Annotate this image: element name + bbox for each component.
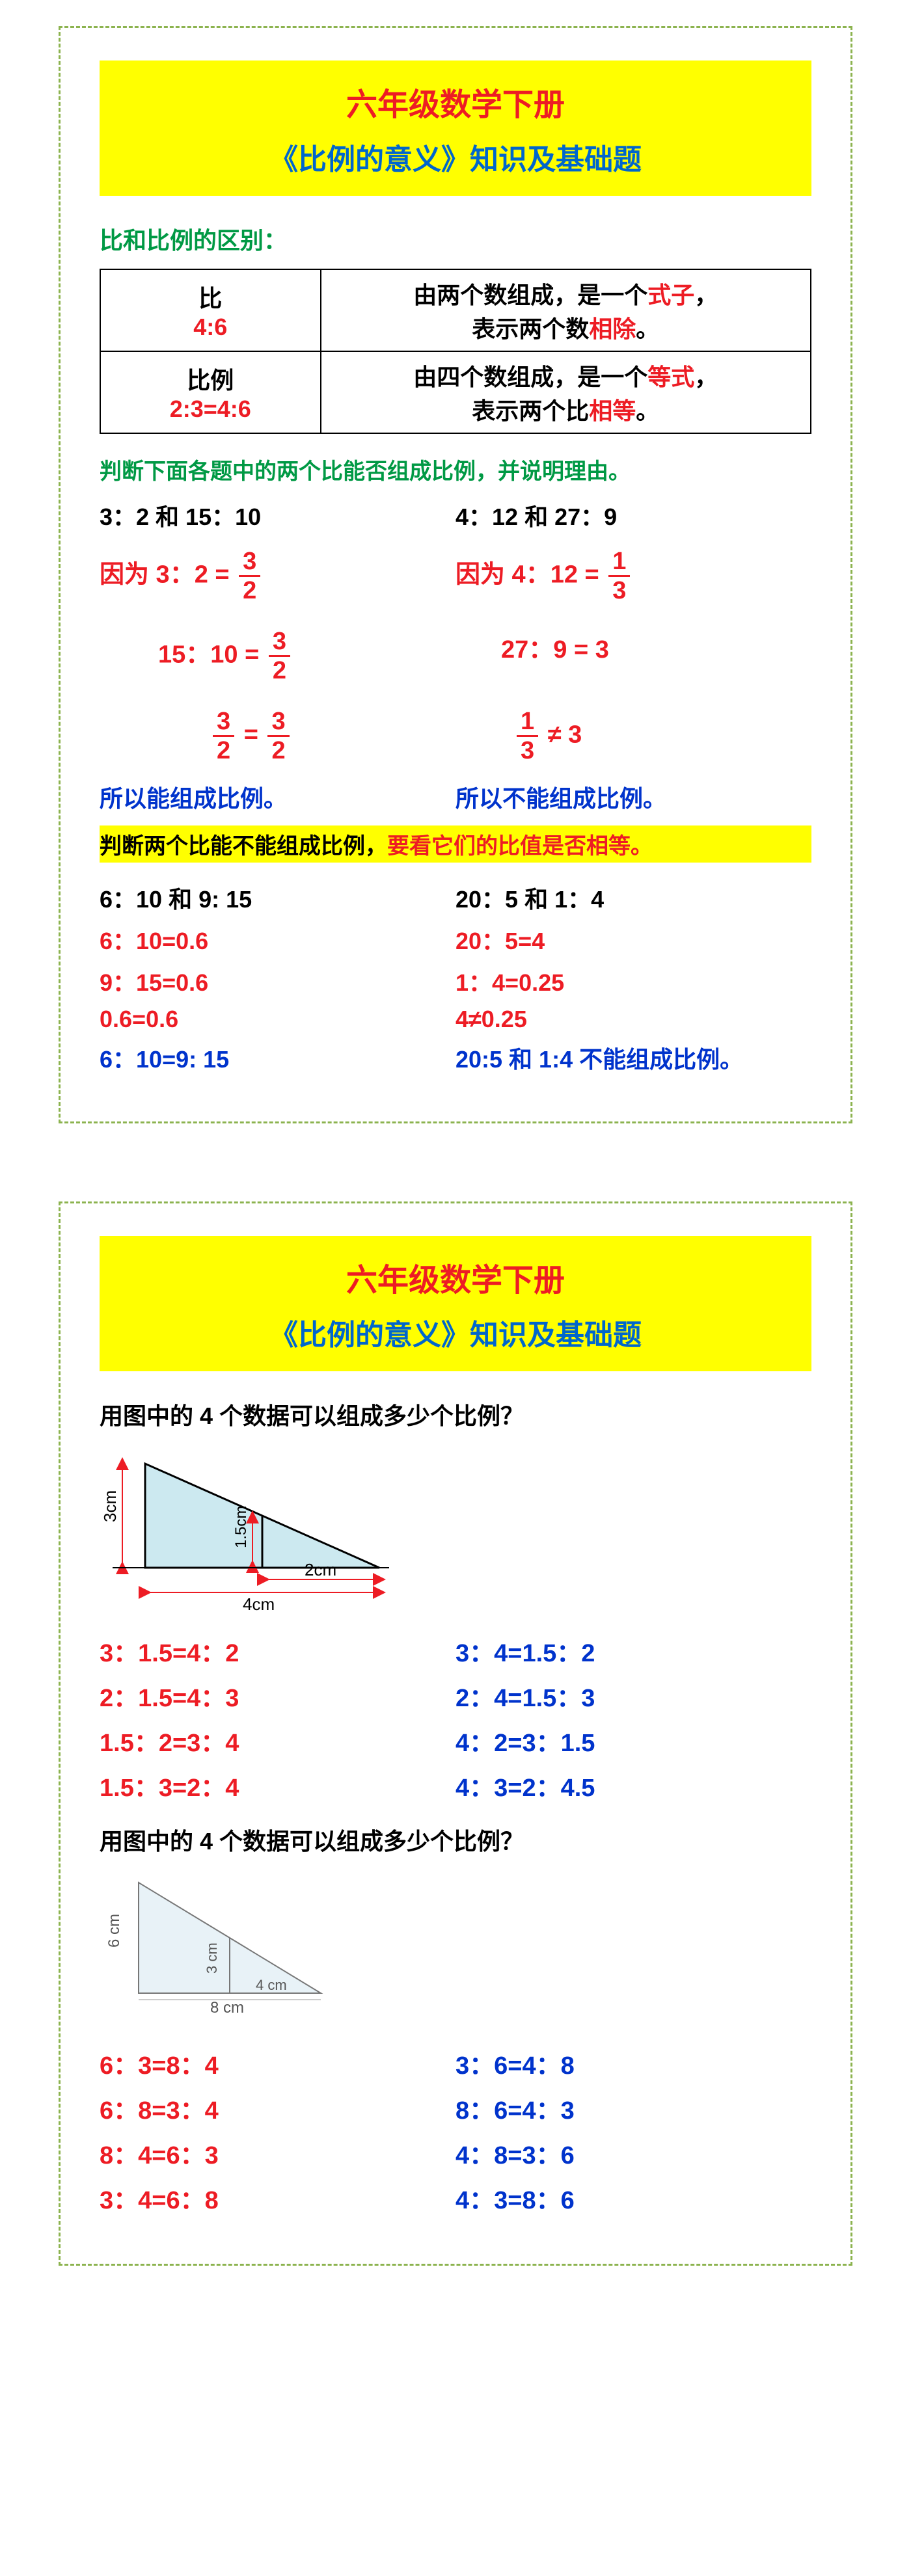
- conclusion-b: 所以不能组成比例。: [456, 780, 811, 814]
- answer-right: 4：2=3：1.5: [456, 1723, 811, 1758]
- problem-a: 3：2 和 15：10: [100, 498, 456, 532]
- answer-right: 3：4=1.5：2: [456, 1633, 811, 1669]
- work-row: 6：10=0.6 20：5=4: [100, 922, 811, 956]
- question-heading: 用图中的 4 个数据可以组成多少个比例？: [100, 1823, 811, 1857]
- conclusion-row: 所以能组成比例。 所以不能组成比例。: [100, 780, 811, 814]
- answer-right: 8：6=4：3: [456, 2090, 811, 2126]
- answer-left: 3：4=6：8: [100, 2180, 456, 2216]
- dim-label: 3 cm: [204, 1942, 220, 1974]
- title-line-1: 六年级数学下册: [113, 79, 798, 124]
- card-2: 六年级数学下册 《比例的意义》知识及基础题 用图中的 4 个数据可以组成多少个比…: [59, 1201, 852, 2266]
- conclusion-a: 6：10=9: 15: [100, 1041, 456, 1075]
- work-b: 因为 4：12 = 13: [456, 549, 811, 603]
- highlight-rule: 判断两个比能不能组成比例，要看它们的比值是否相等。: [100, 825, 811, 863]
- cell-line: 表示两个数相除。: [331, 310, 801, 344]
- answer-pairs-2: 6：3=8：43：6=4：86：8=3：48：6=4：38：4=6：34：8=3…: [100, 2045, 811, 2216]
- dim-label: 1.5cm: [232, 1506, 250, 1548]
- table-cell: 比 4:6: [100, 269, 321, 351]
- answer-left: 3：1.5=4：2: [100, 1633, 456, 1669]
- answer-left: 1.5：3=2：4: [100, 1767, 456, 1803]
- dim-label: 4 cm: [256, 1977, 287, 1993]
- answer-row: 6：8=3：48：6=4：3: [100, 2090, 811, 2126]
- title-line-1: 六年级数学下册: [113, 1254, 798, 1300]
- work-a: 因为 3：2 = 32: [100, 549, 456, 603]
- triangle-figure-2: 6 cm 3 cm 4 cm 8 cm: [100, 1876, 811, 2026]
- work-row: 0.6=0.6 4≠0.25: [100, 1006, 811, 1033]
- answer-right: 4：8=3：6: [456, 2135, 811, 2171]
- work-a: 32 = 32: [100, 709, 456, 763]
- work-b: 20：5=4: [456, 922, 811, 956]
- work-a: 15：10 = 32: [100, 629, 456, 683]
- answer-left: 6：3=8：4: [100, 2045, 456, 2081]
- work-row: 9：15=0.6 1：4=0.25: [100, 964, 811, 998]
- cell-value: 2:3=4:6: [110, 396, 311, 423]
- answer-pairs-1: 3：1.5=4：23：4=1.5：22：1.5=4：32：4=1.5：31.5：…: [100, 1633, 811, 1803]
- cell-line: 由两个数组成，是一个式子，: [331, 276, 801, 310]
- judge-heading: 判断下面各题中的两个比能否组成比例，并说明理由。: [100, 453, 811, 485]
- conclusion-a: 所以能组成比例。: [100, 780, 456, 814]
- work-b: 27：9 = 3: [456, 629, 811, 683]
- dim-label: 3cm: [100, 1490, 120, 1522]
- dim-label: 8 cm: [210, 1999, 244, 2017]
- triangle-figure-1: 3cm 1.5cm 4cm 2cm: [100, 1451, 811, 1613]
- answer-row: 1.5：2=3：44：2=3：1.5: [100, 1723, 811, 1758]
- comparison-table: 比 4:6 由两个数组成，是一个式子， 表示两个数相除。 比例 2:3=4:6 …: [100, 269, 811, 434]
- dim-label: 6 cm: [105, 1914, 123, 1948]
- answer-left: 6：8=3：4: [100, 2090, 456, 2126]
- answer-row: 8：4=6：34：8=3：6: [100, 2135, 811, 2171]
- cell-label: 比: [110, 280, 311, 314]
- dim-label: 2cm: [305, 1560, 336, 1579]
- cell-value: 4:6: [110, 314, 311, 341]
- work-a: 0.6=0.6: [100, 1006, 456, 1033]
- answer-row: 1.5：3=2：44：3=2：4.5: [100, 1767, 811, 1803]
- table-cell: 由四个数组成，是一个等式， 表示两个比相等。: [321, 351, 811, 433]
- cell-label: 比例: [110, 362, 311, 396]
- work-row: 32 = 32 13 ≠ 3: [100, 700, 811, 772]
- work-a: 9：15=0.6: [100, 964, 456, 998]
- answer-row: 3：4=6：84：3=8：6: [100, 2180, 811, 2216]
- question-heading: 用图中的 4 个数据可以组成多少个比例？: [100, 1397, 811, 1431]
- card-1: 六年级数学下册 《比例的意义》知识及基础题 比和比例的区别： 比 4:6 由两个…: [59, 26, 852, 1123]
- conclusion-b: 20:5 和 1:4 不能组成比例。: [456, 1041, 811, 1075]
- title-block: 六年级数学下册 《比例的意义》知识及基础题: [100, 60, 811, 196]
- work-row: 因为 3：2 = 32 因为 4：12 = 13: [100, 540, 811, 612]
- answer-row: 6：3=8：43：6=4：8: [100, 2045, 811, 2081]
- title-line-2: 《比例的意义》知识及基础题: [113, 136, 798, 178]
- answer-right: 2：4=1.5：3: [456, 1678, 811, 1713]
- answer-row: 3：1.5=4：23：4=1.5：2: [100, 1633, 811, 1669]
- answer-right: 4：3=2：4.5: [456, 1767, 811, 1803]
- work-row: 15：10 = 32 27：9 = 3: [100, 620, 811, 692]
- answer-right: 4：3=8：6: [456, 2180, 811, 2216]
- answer-left: 8：4=6：3: [100, 2135, 456, 2171]
- answer-row: 2：1.5=4：32：4=1.5：3: [100, 1678, 811, 1713]
- problem-b: 4：12 和 27：9: [456, 498, 811, 532]
- title-block: 六年级数学下册 《比例的意义》知识及基础题: [100, 1236, 811, 1371]
- answer-right: 3：6=4：8: [456, 2045, 811, 2081]
- work-a: 6：10=0.6: [100, 922, 456, 956]
- cell-line: 由四个数组成，是一个等式，: [331, 358, 801, 392]
- problem-row: 3：2 和 15：10 4：12 和 27：9: [100, 498, 811, 532]
- work-b: 1：4=0.25: [456, 964, 811, 998]
- problem-b: 20：5 和 1：4: [456, 881, 811, 915]
- cell-line: 表示两个比相等。: [331, 392, 801, 426]
- dim-label: 4cm: [243, 1594, 275, 1613]
- conclusion-row: 6：10=9: 15 20:5 和 1:4 不能组成比例。: [100, 1041, 811, 1075]
- problem-row: 6：10 和 9: 15 20：5 和 1：4: [100, 881, 811, 915]
- problem-a: 6：10 和 9: 15: [100, 881, 456, 915]
- answer-left: 1.5：2=3：4: [100, 1723, 456, 1758]
- title-line-2: 《比例的意义》知识及基础题: [113, 1311, 798, 1353]
- section-heading-difference: 比和比例的区别：: [100, 222, 811, 256]
- work-b: 13 ≠ 3: [456, 709, 811, 763]
- table-cell: 由两个数组成，是一个式子， 表示两个数相除。: [321, 269, 811, 351]
- answer-left: 2：1.5=4：3: [100, 1678, 456, 1713]
- table-cell: 比例 2:3=4:6: [100, 351, 321, 433]
- work-b: 4≠0.25: [456, 1006, 811, 1033]
